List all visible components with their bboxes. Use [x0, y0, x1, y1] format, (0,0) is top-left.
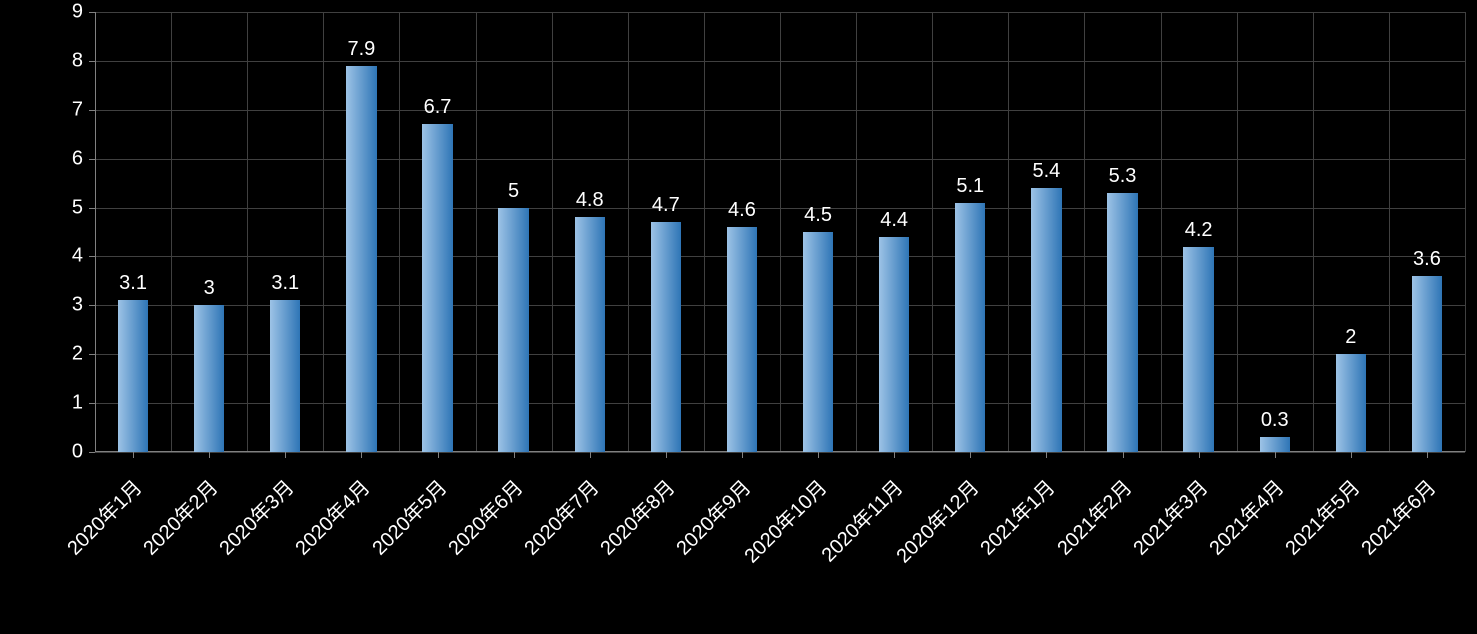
y-tick: [89, 12, 95, 13]
bar: [118, 300, 148, 452]
y-tick: [89, 256, 95, 257]
bar: [270, 300, 300, 452]
x-tick: [1351, 452, 1352, 458]
data-label: 3: [204, 277, 215, 300]
bar: [727, 227, 757, 452]
bar: [1183, 247, 1213, 452]
x-tick: [818, 452, 819, 458]
bar: [1336, 354, 1366, 452]
x-tick: [1427, 452, 1428, 458]
y-axis-line: [95, 12, 96, 452]
data-label: 3.1: [119, 272, 147, 295]
bar-chart: 0123456789 2020年1月2020年2月2020年3月2020年4月2…: [0, 0, 1477, 591]
bar: [498, 208, 528, 452]
gridline-vertical: [1313, 12, 1314, 452]
y-axis-label: 5: [0, 196, 83, 219]
x-tick: [742, 452, 743, 458]
y-axis-label: 9: [0, 1, 83, 24]
bar: [1107, 193, 1137, 452]
gridline-vertical: [1161, 12, 1162, 452]
x-tick: [514, 452, 515, 458]
y-axis-label: 3: [0, 294, 83, 317]
x-tick: [666, 452, 667, 458]
x-tick: [209, 452, 210, 458]
y-tick: [89, 452, 95, 453]
gridline-vertical: [628, 12, 629, 452]
y-axis-label: 7: [0, 98, 83, 121]
y-tick: [89, 159, 95, 160]
x-tick: [1123, 452, 1124, 458]
data-label: 4.6: [728, 199, 756, 222]
bar: [422, 124, 452, 452]
gridline-vertical: [856, 12, 857, 452]
data-label: 5.3: [1109, 165, 1137, 188]
y-axis-label: 1: [0, 392, 83, 415]
y-axis-label: 4: [0, 245, 83, 268]
gridline-vertical: [1465, 12, 1466, 452]
bar: [1031, 188, 1061, 452]
data-label: 2: [1345, 326, 1356, 349]
y-axis-label: 6: [0, 147, 83, 170]
gridline-vertical: [1237, 12, 1238, 452]
data-label: 3.1: [271, 272, 299, 295]
y-tick: [89, 354, 95, 355]
y-tick: [89, 61, 95, 62]
x-tick: [1275, 452, 1276, 458]
x-tick: [285, 452, 286, 458]
x-tick: [1199, 452, 1200, 458]
data-label: 4.4: [880, 209, 908, 232]
data-label: 0.3: [1261, 409, 1289, 432]
gridline-vertical: [323, 12, 324, 452]
gridline-vertical: [1389, 12, 1390, 452]
data-label: 4.5: [804, 204, 832, 227]
x-tick: [894, 452, 895, 458]
y-axis-label: 8: [0, 49, 83, 72]
gridline-vertical: [780, 12, 781, 452]
data-label: 4.2: [1185, 219, 1213, 242]
x-tick: [1046, 452, 1047, 458]
gridline-vertical: [704, 12, 705, 452]
bar: [1260, 437, 1290, 452]
gridline-vertical: [552, 12, 553, 452]
bar: [879, 237, 909, 452]
bar: [651, 222, 681, 452]
gridline-vertical: [399, 12, 400, 452]
x-tick: [133, 452, 134, 458]
gridline-vertical: [932, 12, 933, 452]
data-label: 5: [508, 180, 519, 203]
data-label: 5.4: [1032, 160, 1060, 183]
y-tick: [89, 305, 95, 306]
data-label: 6.7: [424, 96, 452, 119]
data-label: 5.1: [956, 175, 984, 198]
bar: [803, 232, 833, 452]
bar: [575, 217, 605, 452]
y-axis-label: 2: [0, 343, 83, 366]
x-tick: [970, 452, 971, 458]
x-tick: [361, 452, 362, 458]
data-label: 4.8: [576, 189, 604, 212]
bar: [346, 66, 376, 452]
gridline-vertical: [476, 12, 477, 452]
y-tick: [89, 403, 95, 404]
gridline-horizontal: [95, 452, 1465, 453]
y-tick: [89, 110, 95, 111]
x-tick: [590, 452, 591, 458]
data-label: 7.9: [347, 38, 375, 61]
data-label: 3.6: [1413, 248, 1441, 271]
gridline-vertical: [1008, 12, 1009, 452]
data-label: 4.7: [652, 194, 680, 217]
bar: [194, 305, 224, 452]
y-tick: [89, 208, 95, 209]
x-tick: [438, 452, 439, 458]
gridline-vertical: [247, 12, 248, 452]
gridline-vertical: [171, 12, 172, 452]
bar: [955, 203, 985, 452]
gridline-vertical: [1084, 12, 1085, 452]
plot-area: [95, 12, 1465, 452]
y-axis-label: 0: [0, 441, 83, 464]
bar: [1412, 276, 1442, 452]
